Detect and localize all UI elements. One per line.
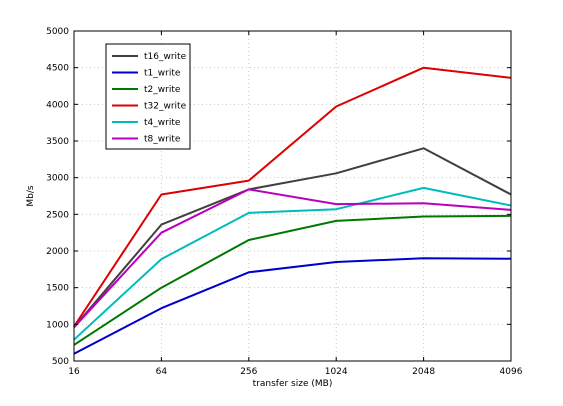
- x-tick-label: 1024: [325, 367, 348, 377]
- series-line-t1_write: [73, 257, 512, 355]
- x-axis-label: transfer size (MB): [253, 379, 333, 389]
- series-layer: [73, 66, 512, 355]
- series-line-t16_write: [73, 147, 512, 328]
- legend-box: [105, 43, 191, 150]
- y-axis-label: Mb/s: [26, 185, 36, 207]
- x-tick-label: 64: [156, 367, 168, 377]
- legend: t16_write t1_write t2_write t32_write t4_wri…: [105, 43, 191, 150]
- legend-label-t1_write: t1_write: [144, 69, 181, 79]
- series-line-t32_write: [73, 66, 512, 328]
- legend-label-t8_write: t8_write: [144, 135, 181, 145]
- x-tick-label: 16: [68, 367, 80, 377]
- y-tick-label: 2500: [46, 210, 69, 220]
- y-tick-label: 500: [52, 357, 69, 367]
- series-line-t8_write: [73, 188, 512, 328]
- axis-ticks: 500 1000 1500 2000 2500 3000 3500 4000 4500 5000 1…: [46, 27, 523, 377]
- y-tick-label: 3000: [46, 174, 69, 184]
- series-line-t2_write: [73, 214, 512, 346]
- x-tick-label: 4096: [500, 367, 523, 377]
- series-line-t4_write: [73, 186, 512, 341]
- y-tick-label: 1000: [46, 320, 69, 330]
- plot-area-frame: [73, 30, 512, 362]
- legend-label-t32_write: t32_write: [144, 102, 187, 112]
- y-tick-label: 4500: [46, 64, 69, 74]
- legend-label-t2_write: t2_write: [144, 85, 181, 95]
- y-tick-label: 5000: [46, 27, 69, 37]
- y-tick-label: 3500: [46, 137, 69, 147]
- x-tick-label: 256: [240, 367, 257, 377]
- legend-label-t4_write: t4_write: [144, 118, 181, 128]
- y-tick-label: 1500: [46, 284, 69, 294]
- x-tick-label: 2048: [412, 367, 435, 377]
- y-tick-label: 4000: [46, 100, 69, 110]
- y-tick-label: 2000: [46, 247, 69, 257]
- legend-label-t16_write: t16_write: [144, 52, 187, 62]
